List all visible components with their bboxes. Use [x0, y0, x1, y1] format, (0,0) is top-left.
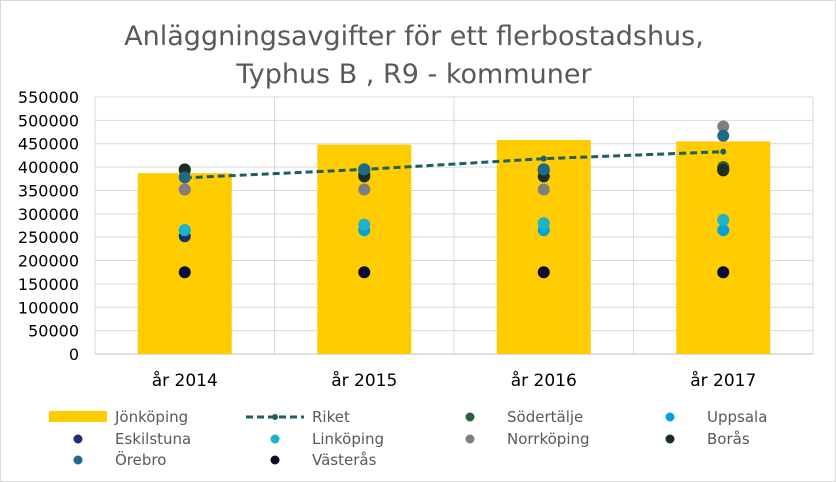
bar-år-2014	[137, 173, 232, 354]
legend-swatch-Södertälje	[465, 412, 475, 422]
y-tick-label: 500000	[18, 111, 79, 130]
legend-swatch-Linköping	[270, 434, 280, 444]
legend-label-Uppsala: Uppsala	[707, 408, 767, 426]
y-tick-label: 350000	[18, 181, 79, 200]
x-tick-label: år 2016	[511, 370, 577, 391]
y-tick-label: 550000	[18, 88, 79, 107]
point-Västerås	[717, 266, 730, 279]
point-Linköping	[537, 217, 550, 230]
legend-swatch-dot-Riket	[272, 414, 278, 420]
bar-år-2017	[676, 141, 771, 354]
x-tick-label: år 2014	[152, 370, 218, 391]
x-tick-label: år 2015	[331, 370, 397, 391]
y-tick-label: 100000	[18, 298, 79, 317]
point-Norrköping	[358, 183, 371, 196]
y-tick-label: 50000	[28, 322, 79, 341]
legend-swatch-Uppsala	[665, 412, 675, 422]
legend-label-Norrköping: Norrköping	[507, 430, 590, 448]
legend-swatch-Eskilstuna	[73, 434, 83, 444]
legend-label-Linköping: Linköping	[312, 430, 384, 448]
point-Norrköping	[178, 183, 191, 196]
legend-label-Örebro: Örebro	[115, 450, 166, 469]
point-Örebro	[178, 171, 191, 184]
point-Västerås	[537, 266, 550, 279]
legend-label-Södertälje: Södertälje	[507, 408, 583, 426]
point-Norrköping	[717, 120, 730, 133]
x-tick-label: år 2017	[690, 370, 756, 391]
line-Riket	[184, 150, 724, 180]
point-Linköping	[717, 213, 730, 226]
point-Örebro	[358, 163, 371, 176]
line-point-Riket	[720, 148, 727, 155]
point-Västerås	[358, 266, 371, 279]
point-Örebro	[537, 163, 550, 176]
point-Uppsala	[717, 224, 730, 237]
legend-label-Jönköping: Jönköping	[114, 408, 188, 426]
point-Norrköping	[537, 183, 550, 196]
legend-swatch-Örebro	[73, 455, 83, 465]
legend-label-Västerås: Västerås	[312, 451, 377, 469]
legend-label-Borås: Borås	[707, 430, 750, 448]
point-Västerås	[178, 266, 191, 279]
point-Borås	[717, 164, 730, 177]
legend-label-Riket: Riket	[312, 408, 350, 426]
point-Linköping	[178, 224, 191, 237]
y-tick-label: 250000	[18, 228, 79, 247]
legend-label-Eskilstuna: Eskilstuna	[115, 430, 191, 448]
legend-swatch-Västerås	[270, 455, 280, 465]
chart-title-line-2: Typhus B , R9 - kommuner	[235, 59, 592, 90]
y-tick-label: 450000	[18, 135, 79, 154]
y-tick-label: 200000	[18, 252, 79, 271]
y-tick-label: 0	[69, 345, 79, 364]
legend-swatch-Borås	[665, 434, 675, 444]
legend-swatch-Norrköping	[465, 434, 475, 444]
legend-swatch-Jönköping	[49, 411, 107, 422]
point-Örebro	[717, 129, 730, 142]
chart-title-line-1: Anläggningsavgifter för ett flerbostadsh…	[124, 21, 704, 52]
y-tick-label: 300000	[18, 205, 79, 224]
point-Linköping	[358, 218, 371, 231]
y-tick-label: 400000	[18, 158, 79, 177]
line-point-Riket	[540, 155, 547, 162]
y-tick-label: 150000	[18, 275, 79, 294]
